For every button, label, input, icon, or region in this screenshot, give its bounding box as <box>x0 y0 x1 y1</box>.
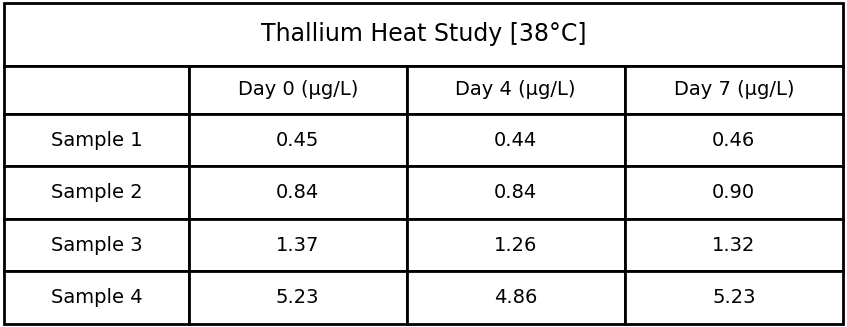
Text: Day 0 (μg/L): Day 0 (μg/L) <box>237 80 358 99</box>
Bar <box>189 271 407 324</box>
Text: Sample 2: Sample 2 <box>51 183 142 202</box>
Text: 1.37: 1.37 <box>276 235 319 254</box>
Text: 0.44: 0.44 <box>494 130 537 150</box>
Text: 1.32: 1.32 <box>712 235 756 254</box>
Bar <box>4 166 189 219</box>
Text: Day 7 (μg/L): Day 7 (μg/L) <box>673 80 794 99</box>
Bar <box>4 66 189 114</box>
Text: 5.23: 5.23 <box>276 288 319 307</box>
Text: Sample 4: Sample 4 <box>51 288 142 307</box>
Text: Thallium Heat Study [38°C]: Thallium Heat Study [38°C] <box>261 23 586 46</box>
Bar <box>189 219 407 271</box>
Bar <box>625 219 843 271</box>
Bar <box>407 219 625 271</box>
Bar <box>407 271 625 324</box>
Text: 0.84: 0.84 <box>494 183 537 202</box>
Bar <box>407 66 625 114</box>
Bar <box>625 271 843 324</box>
Bar <box>625 166 843 219</box>
Bar <box>625 66 843 114</box>
Text: Sample 3: Sample 3 <box>51 235 142 254</box>
Bar <box>407 114 625 166</box>
Bar <box>189 66 407 114</box>
Text: 0.45: 0.45 <box>276 130 319 150</box>
Text: 5.23: 5.23 <box>712 288 756 307</box>
Bar <box>4 3 843 66</box>
Text: 1.26: 1.26 <box>494 235 538 254</box>
Bar <box>189 114 407 166</box>
Bar <box>4 271 189 324</box>
Text: 0.46: 0.46 <box>712 130 756 150</box>
Text: 0.90: 0.90 <box>712 183 756 202</box>
Bar <box>189 166 407 219</box>
Text: Day 4 (μg/L): Day 4 (μg/L) <box>456 80 576 99</box>
Bar <box>4 114 189 166</box>
Text: 0.84: 0.84 <box>276 183 319 202</box>
Bar <box>625 114 843 166</box>
Bar <box>4 219 189 271</box>
Text: 4.86: 4.86 <box>494 288 538 307</box>
Bar <box>407 166 625 219</box>
Text: Sample 1: Sample 1 <box>51 130 142 150</box>
